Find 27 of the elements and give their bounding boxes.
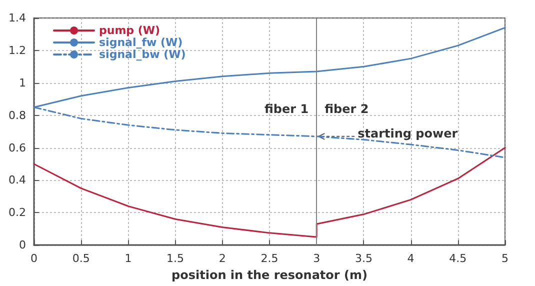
y-tick-label: 1 [19, 76, 26, 90]
y-tick-label: 0.8 [8, 108, 26, 122]
legend-label: pump (W) [99, 24, 160, 37]
y-tick-label: 0.2 [8, 206, 26, 220]
x-tick-label: 2.5 [260, 252, 278, 266]
x-tick-label: 4 [407, 252, 414, 266]
x-tick-label: 1.5 [166, 252, 184, 266]
x-tick-label: 4.5 [449, 252, 467, 266]
x-tick-label: 5 [502, 252, 508, 266]
x-tick-label: 3 [313, 252, 320, 266]
y-tick-label: 0.4 [8, 174, 26, 187]
y-tick-label: 0 [19, 238, 26, 252]
annotation: starting power [358, 126, 458, 140]
x-tick-label: 2 [218, 252, 226, 266]
y-tick-label: 0.6 [8, 141, 26, 154]
y-tick-label: 1.2 [8, 44, 26, 57]
line-series [33, 147, 506, 238]
annotation: fiber 1 [264, 102, 309, 116]
legend-label: signal_fw (W) [99, 36, 183, 49]
legend-label: signal_bw (W) [99, 48, 186, 61]
y-tick-label: 1.4 [8, 12, 26, 24]
annotation: fiber 2 [324, 102, 369, 116]
x-tick-label: 3.5 [354, 252, 372, 266]
x-tick-label: 0.5 [72, 252, 90, 266]
x-axis-title: position in the resonator (m) [172, 268, 368, 282]
x-tick-label: 0 [30, 252, 38, 266]
x-tick-label: 1 [124, 252, 132, 266]
